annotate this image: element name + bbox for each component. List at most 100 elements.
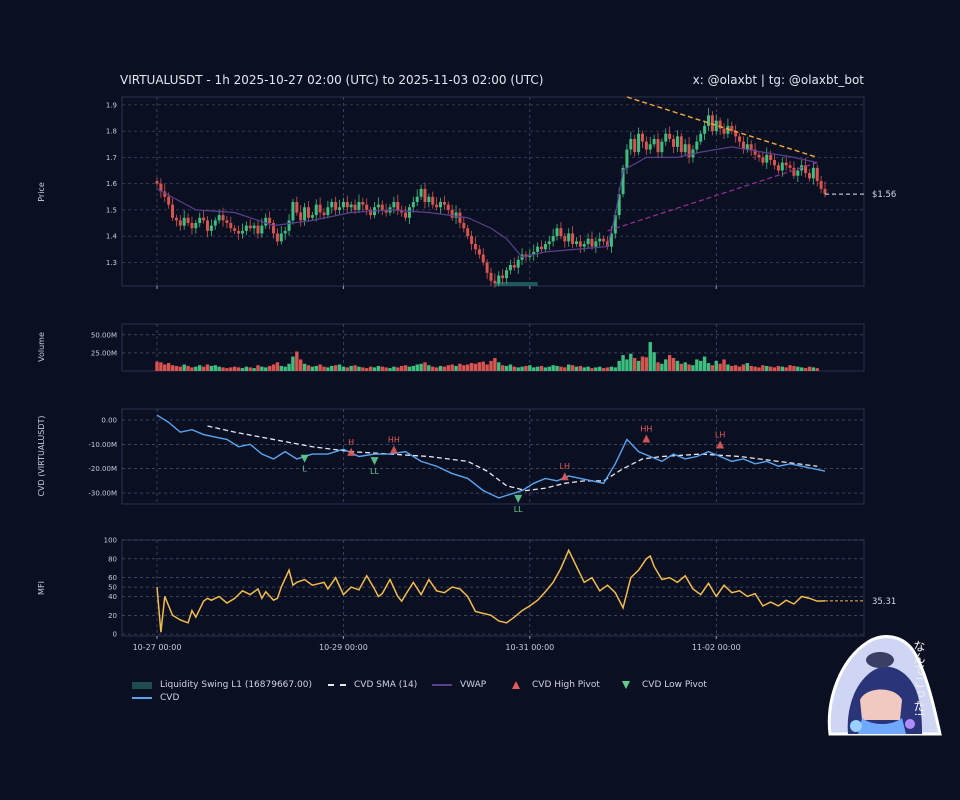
candle-body <box>233 228 237 231</box>
candle-body <box>784 162 788 166</box>
volume-bar <box>477 362 482 371</box>
candle-body <box>446 204 450 210</box>
volume-bar <box>745 363 750 371</box>
volume-bar <box>450 364 454 371</box>
candle-body <box>574 241 578 244</box>
volume-bar <box>291 356 295 371</box>
volume-bar <box>636 360 641 371</box>
candle-body <box>159 183 163 192</box>
candle-body <box>442 202 446 205</box>
candle-body <box>493 280 497 284</box>
cvd-pivot-label: L <box>302 465 307 474</box>
candle-body <box>435 204 439 208</box>
volume-bar <box>415 364 419 371</box>
candle-body <box>485 262 489 273</box>
volume-bar <box>361 367 365 371</box>
volume-bar <box>757 367 761 371</box>
candle-body <box>178 220 182 226</box>
candle-body <box>776 165 780 171</box>
volume-bar <box>799 367 804 371</box>
volume-bar <box>372 367 377 371</box>
volume-bar <box>706 363 711 371</box>
volume-bar <box>726 364 730 371</box>
volume-bar <box>675 360 680 371</box>
mfi-line <box>156 548 826 633</box>
candle-body <box>314 204 318 216</box>
volume-bar <box>465 364 470 371</box>
volume-bar <box>462 365 466 371</box>
candle-body <box>738 136 742 142</box>
legend-item-low-pivot: CVD Low Pivot <box>618 680 707 690</box>
volume-bar <box>737 366 742 371</box>
volume-bar <box>699 360 703 371</box>
volume-bar <box>248 367 252 371</box>
volume-bar <box>431 366 435 371</box>
volume-bar <box>279 365 283 371</box>
volume-bar <box>803 368 808 371</box>
volume-bar <box>232 366 237 371</box>
candle-body <box>602 238 606 242</box>
volume-bar <box>194 366 198 371</box>
volume-bar <box>621 355 625 371</box>
candle-body <box>415 196 419 202</box>
candle-body <box>567 233 571 242</box>
candle-body <box>466 228 470 237</box>
volume-bar <box>555 365 559 371</box>
candle-body <box>454 212 458 218</box>
volume-bar <box>399 365 404 371</box>
volume-bar <box>539 365 544 371</box>
candle-body <box>640 133 644 142</box>
candle-body <box>225 220 229 223</box>
candle-body <box>306 207 310 218</box>
candle-body <box>644 141 648 150</box>
price-tick-label: 1.3 <box>106 259 117 267</box>
volume-bar <box>598 366 602 371</box>
candle-body <box>761 157 765 163</box>
volume-bar <box>446 365 450 371</box>
volume-bar <box>407 366 412 371</box>
candle-body <box>322 212 326 216</box>
dashed-swatch <box>328 684 346 686</box>
volume-bar <box>287 363 291 371</box>
candle-body <box>823 188 827 195</box>
price-tick-label: 1.4 <box>106 233 118 241</box>
volume-bar <box>306 365 311 371</box>
cvd-line <box>156 414 826 499</box>
cvd-high-pivot-marker <box>389 445 398 454</box>
cvd-tick-label: -20.00M <box>88 465 117 473</box>
cvd-swatch <box>132 697 152 699</box>
candle-body <box>532 251 536 255</box>
candle-body <box>687 144 691 158</box>
candle-body <box>427 196 431 202</box>
candle-body <box>652 139 656 145</box>
candle-body <box>555 228 559 237</box>
x-tick-label: 10-29 00:00 <box>319 643 368 652</box>
candle-body <box>237 230 241 234</box>
volume-tick-label: 50.00M <box>91 331 117 339</box>
cvd-high-pivot-marker <box>560 472 569 481</box>
candle-body <box>287 220 291 231</box>
chart-title: VIRTUALUSDT - 1h 2025-10-27 02:00 (UTC) … <box>120 73 544 87</box>
candle-body <box>679 136 683 153</box>
candle-body <box>656 139 660 153</box>
candle-body <box>609 233 613 247</box>
volume-bar <box>333 365 338 371</box>
candle-body <box>291 202 295 221</box>
up-triangle-icon <box>512 681 520 689</box>
volume-bar <box>524 365 528 371</box>
candle-body <box>664 133 668 142</box>
volume-bar <box>170 365 175 371</box>
volume-bar <box>178 366 183 371</box>
volume-bar <box>543 367 548 371</box>
candle-body <box>345 202 349 208</box>
mfi-tick-label: 0 <box>113 631 117 639</box>
volume-bar <box>714 360 718 371</box>
panel-frame-mfi <box>121 539 865 637</box>
volume-bar <box>454 365 458 371</box>
volume-bar <box>271 364 276 371</box>
candle-body <box>613 215 617 234</box>
legend-label: Liquidity Swing L1 (16879667.00) <box>160 680 312 690</box>
volume-tick-label: 25.00M <box>91 349 117 357</box>
volume-bar <box>815 368 819 371</box>
legend-item-liquidity: Liquidity Swing L1 (16879667.00) <box>132 680 312 690</box>
